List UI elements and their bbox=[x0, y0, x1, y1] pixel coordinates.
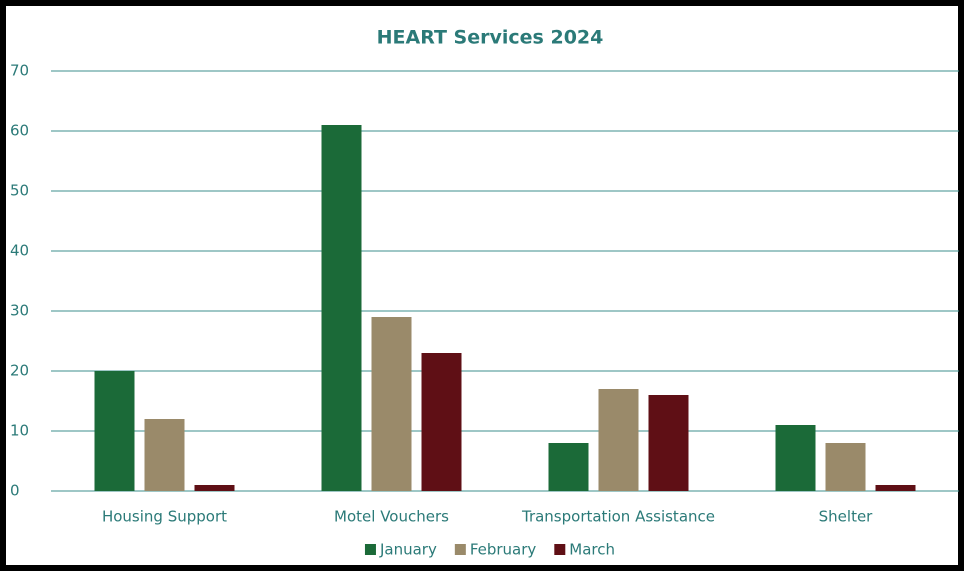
legend-swatch bbox=[364, 544, 376, 555]
y-tick-label: 10 bbox=[10, 422, 29, 440]
bar bbox=[194, 485, 235, 491]
bar bbox=[548, 443, 589, 491]
y-tick-label: 50 bbox=[10, 182, 29, 200]
bar bbox=[875, 485, 916, 491]
bar bbox=[144, 419, 185, 491]
y-tick-label: 40 bbox=[10, 242, 29, 260]
y-tick-label: 20 bbox=[10, 362, 29, 380]
bar bbox=[598, 389, 639, 491]
bar bbox=[321, 125, 362, 491]
x-tick-label: Transportation Assistance bbox=[521, 508, 715, 526]
y-tick-label: 0 bbox=[10, 482, 20, 500]
y-tick-label: 60 bbox=[10, 122, 29, 140]
x-tick-label: Housing Support bbox=[102, 508, 227, 526]
y-tick-label: 70 bbox=[10, 62, 29, 80]
bar bbox=[775, 425, 816, 491]
bar bbox=[94, 371, 135, 491]
x-tick-label: Shelter bbox=[819, 508, 874, 526]
bar bbox=[648, 395, 689, 491]
y-tick-label: 30 bbox=[10, 302, 29, 320]
legend-label: February bbox=[470, 541, 537, 559]
legend-swatch bbox=[554, 544, 566, 555]
chart-title: HEART Services 2024 bbox=[377, 27, 604, 49]
bar bbox=[371, 317, 412, 491]
legend-swatch bbox=[454, 544, 466, 555]
x-tick-label: Motel Vouchers bbox=[334, 508, 449, 526]
legend-label: March bbox=[569, 541, 615, 559]
legend-label: January bbox=[379, 541, 437, 559]
bar bbox=[421, 353, 462, 491]
bar bbox=[825, 443, 866, 491]
